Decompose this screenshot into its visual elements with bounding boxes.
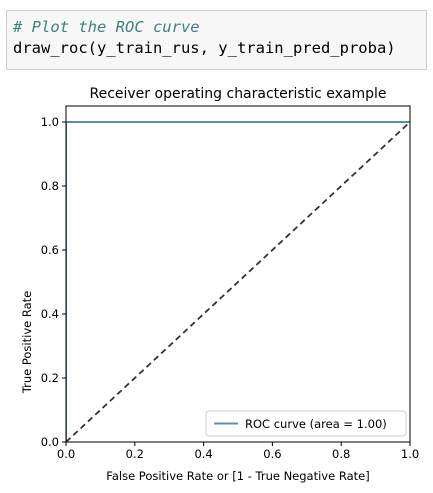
x-tick-label: 0.2 bbox=[126, 447, 144, 461]
code-comment: # Plot the ROC curve bbox=[13, 18, 200, 36]
x-tick-label: 0.4 bbox=[194, 447, 212, 461]
x-tick-label: 0.0 bbox=[57, 447, 75, 461]
roc-chart-svg: Receiver operating characteristic exampl… bbox=[20, 86, 419, 483]
y-tick-label: 0.6 bbox=[41, 243, 59, 257]
code-line: draw_roc(y_train_rus, y_train_pred_proba… bbox=[13, 39, 396, 57]
y-axis-label: True Positive Rate bbox=[20, 291, 34, 394]
code-cell[interactable]: # Plot the ROC curve draw_roc(y_train_ru… bbox=[6, 10, 427, 70]
legend-box bbox=[205, 410, 407, 437]
roc-curve-line bbox=[66, 121, 410, 442]
x-tick-label: 0.8 bbox=[332, 447, 350, 461]
roc-plot: Receiver operating characteristic exampl… bbox=[0, 78, 433, 493]
y-tick-label: 0.0 bbox=[41, 435, 59, 449]
x-axis-label: False Positive Rate or [1 - True Negativ… bbox=[106, 469, 369, 483]
diagonal-reference-line bbox=[66, 121, 410, 442]
chart-title: Receiver operating characteristic exampl… bbox=[89, 86, 386, 102]
x-tick-label: 0.6 bbox=[263, 447, 281, 461]
legend: ROC curve (area = 1.00) bbox=[205, 410, 407, 437]
axes-frame bbox=[65, 105, 411, 443]
x-tick-label: 1.0 bbox=[401, 447, 419, 461]
y-tick-label: 0.2 bbox=[41, 371, 59, 385]
legend-label: ROC curve (area = 1.00) bbox=[245, 417, 387, 431]
y-tick-label: 1.0 bbox=[41, 115, 59, 129]
y-tick-label: 0.8 bbox=[41, 179, 59, 193]
y-tick-label: 0.4 bbox=[41, 307, 59, 321]
